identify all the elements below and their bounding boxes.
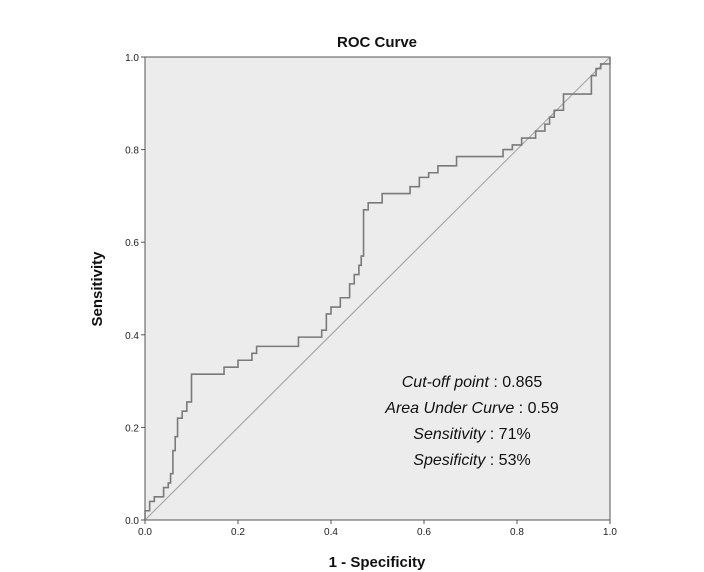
x-axis-title: 1 - Specificity [329, 554, 426, 571]
chart-title: ROC Curve [337, 34, 417, 51]
annotation-value: : 0.865 [489, 374, 542, 391]
x-axis-ticks: 0.0 0.2 0.4 0.6 0.8 1.0 [138, 520, 617, 538]
annotation-label: Area Under Curve [384, 400, 514, 417]
x-tick-label: 0.2 [231, 527, 245, 538]
x-tick-label: 0.4 [324, 527, 338, 538]
x-tick-label: 0.8 [510, 527, 524, 538]
y-tick-label: 0.6 [125, 238, 139, 249]
annotation-value: : 53% [485, 452, 530, 469]
annotation-line: Sensitivity : 71% [413, 426, 530, 443]
y-tick-label: 0.4 [125, 331, 139, 342]
y-tick-label: 1.0 [125, 53, 139, 64]
reference-line [144, 56, 611, 521]
annotation-value: : 0.59 [514, 400, 559, 417]
y-tick-label: 0.2 [125, 423, 139, 434]
x-tick-label: 0.0 [138, 527, 152, 538]
y-axis-title: Sensitivity [89, 251, 106, 327]
annotation-value: : 71% [485, 426, 530, 443]
y-tick-label: 0.8 [125, 146, 139, 157]
x-tick-label: 1.0 [603, 527, 617, 538]
annotation-label: Spesificity [413, 452, 486, 469]
annotation-label: Sensitivity [413, 426, 486, 443]
y-tick-label: 0.0 [125, 516, 139, 527]
annotation-line: Cut-off point : 0.865 [402, 374, 543, 391]
annotation-label: Cut-off point [402, 374, 490, 391]
roc-curve-line [144, 57, 611, 520]
annotation-line: Area Under Curve : 0.59 [384, 400, 559, 417]
annotation-line: Spesificity : 53% [413, 452, 530, 469]
y-axis-ticks: 0.0 0.2 0.4 0.6 0.8 1.0 [125, 53, 145, 527]
annotation-block: Cut-off point : 0.865 Area Under Curve : … [384, 374, 559, 469]
x-tick-label: 0.6 [417, 527, 431, 538]
